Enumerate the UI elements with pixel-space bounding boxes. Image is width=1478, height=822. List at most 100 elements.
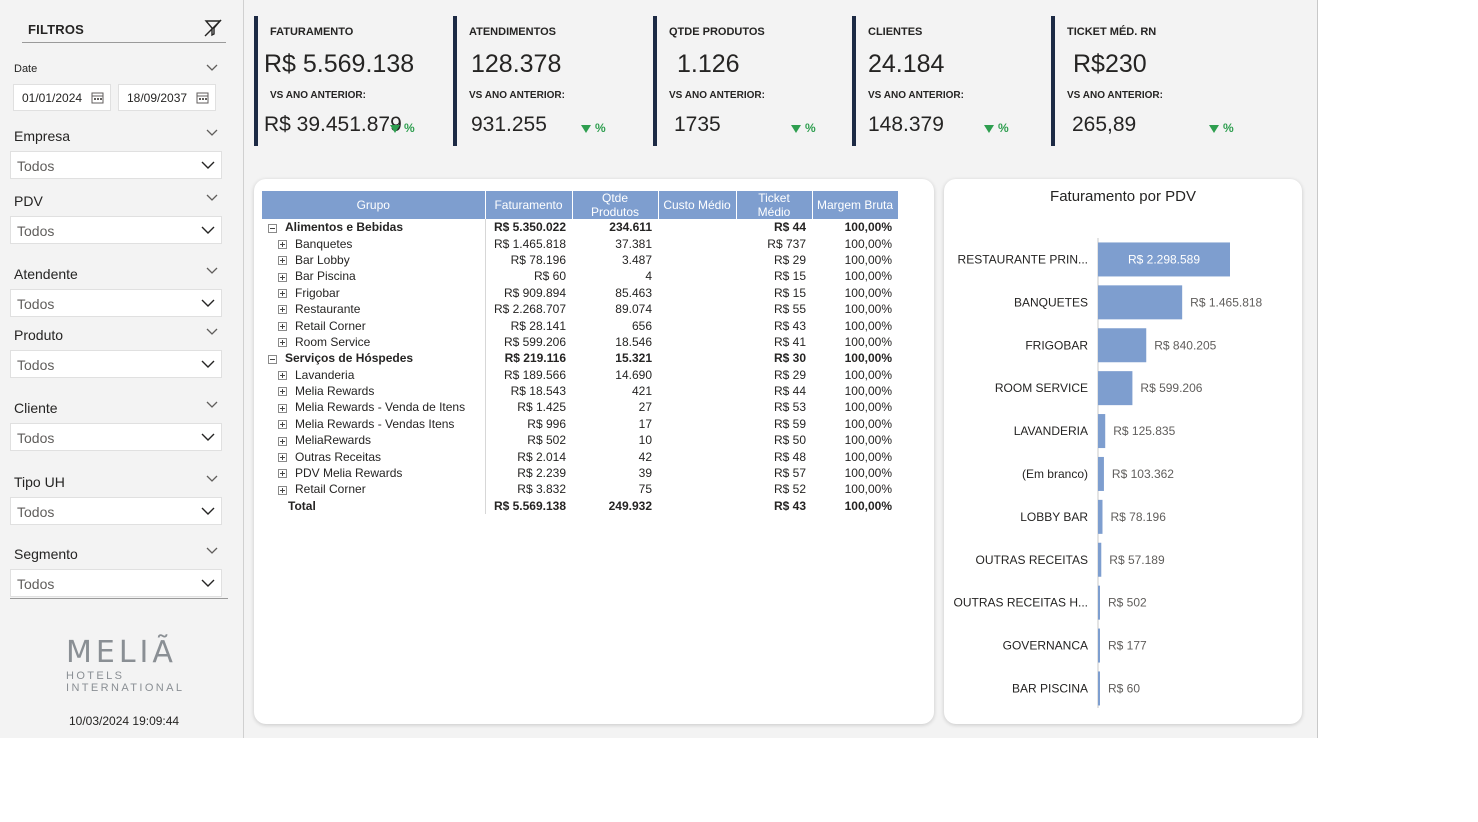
bar[interactable] [1098, 628, 1100, 663]
table-row[interactable]: Melia Rewards R$ 18.543 421 R$ 44 100,00% [262, 382, 898, 400]
bar[interactable] [1098, 585, 1100, 620]
faturamento-cell: R$ 1.425 [517, 400, 566, 415]
qtde-cell: 42 [638, 449, 652, 464]
table-row[interactable]: Melia Rewards - Venda de Itens R$ 1.425 27… [262, 399, 898, 416]
expand-icon[interactable] [278, 305, 287, 315]
dropdown-segmento[interactable]: Todos [10, 569, 222, 597]
chevron-down-icon[interactable] [206, 547, 218, 555]
expand-icon[interactable] [278, 371, 287, 381]
expand-icon[interactable] [278, 338, 287, 348]
collapse-icon[interactable] [268, 223, 277, 233]
expand-icon[interactable] [278, 436, 287, 446]
expand-icon[interactable] [278, 469, 287, 479]
dropdown-atendente[interactable]: Todos [10, 289, 222, 317]
margem-cell: 100,00% [844, 334, 892, 349]
ticket-cell: R$ 41 [773, 334, 806, 349]
faturamento-cell: R$ 2.268.707 [493, 302, 566, 317]
dropdown-cliente[interactable]: Todos [10, 423, 222, 451]
table-row[interactable]: Retail Corner R$ 28.141 656 R$ 43 100,00% [262, 317, 898, 334]
table-row[interactable]: Frigobar R$ 909.894 85.463 R$ 15 100,00% [262, 284, 898, 301]
date-end-input[interactable]: 18/09/2037 [118, 84, 216, 111]
grupo-cell: Banquetes [262, 235, 486, 252]
faturamento-cell: R$ 5.350.022 [493, 220, 566, 235]
clear-filters-icon[interactable] [202, 17, 224, 39]
dropdown-tipo-uh[interactable]: Todos [10, 497, 222, 525]
expand-icon[interactable] [278, 485, 287, 495]
table-row[interactable]: PDV Melia Rewards R$ 2.239 39 R$ 57 100,00% [262, 464, 898, 482]
bar[interactable] [1098, 371, 1133, 406]
grupo-label: MeliaRewards [295, 433, 372, 448]
margem-cell: 100,00% [844, 236, 892, 251]
bar[interactable] [1098, 542, 1102, 577]
expand-icon[interactable] [278, 256, 287, 266]
chevron-down-icon[interactable] [206, 194, 218, 202]
bar[interactable] [1098, 414, 1106, 449]
dropdown-pdv[interactable]: Todos [10, 216, 222, 244]
data-label: R$ 502 [1108, 596, 1147, 610]
dropdown-empresa[interactable]: Todos [10, 151, 222, 179]
bar[interactable] [1098, 285, 1183, 320]
chevron-down-icon[interactable] [206, 129, 218, 137]
expand-icon[interactable] [278, 239, 287, 249]
expand-icon[interactable] [278, 403, 287, 413]
divider [22, 42, 226, 43]
chevron-down-icon[interactable] [206, 475, 218, 483]
data-label: R$ 60 [1108, 681, 1140, 695]
table-total-row[interactable]: Total R$ 5.569.138 249.932 R$ 43 100,00% [262, 497, 898, 515]
chevron-down-icon[interactable] [206, 328, 218, 336]
ticket-cell: R$ 55 [773, 302, 806, 317]
table-group-row[interactable]: Serviços de Hóspedes R$ 219.116 15.321 R$ 3… [262, 350, 898, 367]
qtde-cell: 421 [631, 384, 652, 399]
qtde-cell: 656 [631, 318, 652, 333]
table-row[interactable]: Bar Lobby R$ 78.196 3.487 R$ 29 100,00% [262, 251, 898, 269]
chevron-down-icon[interactable] [206, 267, 218, 275]
chevron-down-icon[interactable] [206, 64, 218, 72]
category-label: BAR PISCINA [1012, 681, 1088, 695]
column-header[interactable]: Grupo [262, 191, 486, 219]
calendar-icon[interactable] [196, 91, 209, 104]
collapse-icon[interactable] [268, 354, 277, 364]
faturamento-cell: R$ 189.566 [503, 367, 566, 382]
column-header[interactable]: Margem Bruta [812, 191, 899, 219]
custo-cell [658, 334, 736, 350]
margem-cell: 100,00% [844, 466, 892, 481]
expand-icon[interactable] [278, 321, 287, 331]
table-row[interactable]: Banquetes R$ 1.465.818 37.381 R$ 737 100,00% [262, 235, 898, 252]
column-header[interactable]: Custo Médio [658, 191, 737, 219]
table-row[interactable]: Retail Corner R$ 3.832 75 R$ 52 100,00% [262, 481, 898, 498]
table-group-row[interactable]: Alimentos e Bebidas R$ 5.350.022 234.611 R$… [262, 219, 898, 236]
expand-icon[interactable] [278, 452, 287, 462]
table-row[interactable]: Restaurante R$ 2.268.707 89.074 R$ 55 100,00… [262, 300, 898, 318]
bar[interactable] [1098, 328, 1147, 363]
faturamento-cell: R$ 78.196 [510, 252, 566, 267]
custo-cell [658, 367, 736, 383]
column-header[interactable]: Ticket Médio [736, 191, 813, 219]
expand-icon[interactable] [278, 387, 287, 397]
dropdown-value: Todos [17, 576, 55, 592]
date-start-input[interactable]: 01/01/2024 [13, 84, 111, 111]
table-row[interactable]: Lavanderia R$ 189.566 14.690 R$ 29 100,00% [262, 366, 898, 383]
table-row[interactable]: Room Service R$ 599.206 18.546 R$ 41 100,00% [262, 333, 898, 351]
custo-cell [658, 317, 736, 333]
expand-icon[interactable] [278, 272, 287, 282]
table-row[interactable]: Melia Rewards - Vendas Itens R$ 996 17 R$ 5… [262, 415, 898, 433]
table-row[interactable]: MeliaRewards R$ 502 10 R$ 50 100,00% [262, 432, 898, 449]
bar[interactable] [1098, 671, 1100, 706]
custo-cell [658, 383, 736, 399]
expand-icon[interactable] [278, 289, 287, 299]
data-label: R$ 78.196 [1110, 510, 1166, 524]
calendar-icon[interactable] [91, 91, 104, 104]
margem-cell: 100,00% [844, 252, 892, 267]
expand-icon[interactable] [278, 420, 287, 430]
faturamento-cell: R$ 2.014 [517, 449, 566, 464]
column-header[interactable]: Faturamento [485, 191, 573, 219]
table-row[interactable]: Outras Receitas R$ 2.014 42 R$ 48 100,00% [262, 448, 898, 465]
bar[interactable] [1098, 456, 1104, 491]
table-row[interactable]: Bar Piscina R$ 60 4 R$ 15 100,00% [262, 268, 898, 285]
bar[interactable] [1098, 499, 1103, 534]
chevron-down-icon[interactable] [206, 401, 218, 409]
dropdown-produto[interactable]: Todos [10, 350, 222, 378]
column-header[interactable]: Qtde Produtos [572, 191, 659, 219]
bar[interactable] [1098, 242, 1230, 277]
chevron-down-icon [201, 507, 215, 515]
